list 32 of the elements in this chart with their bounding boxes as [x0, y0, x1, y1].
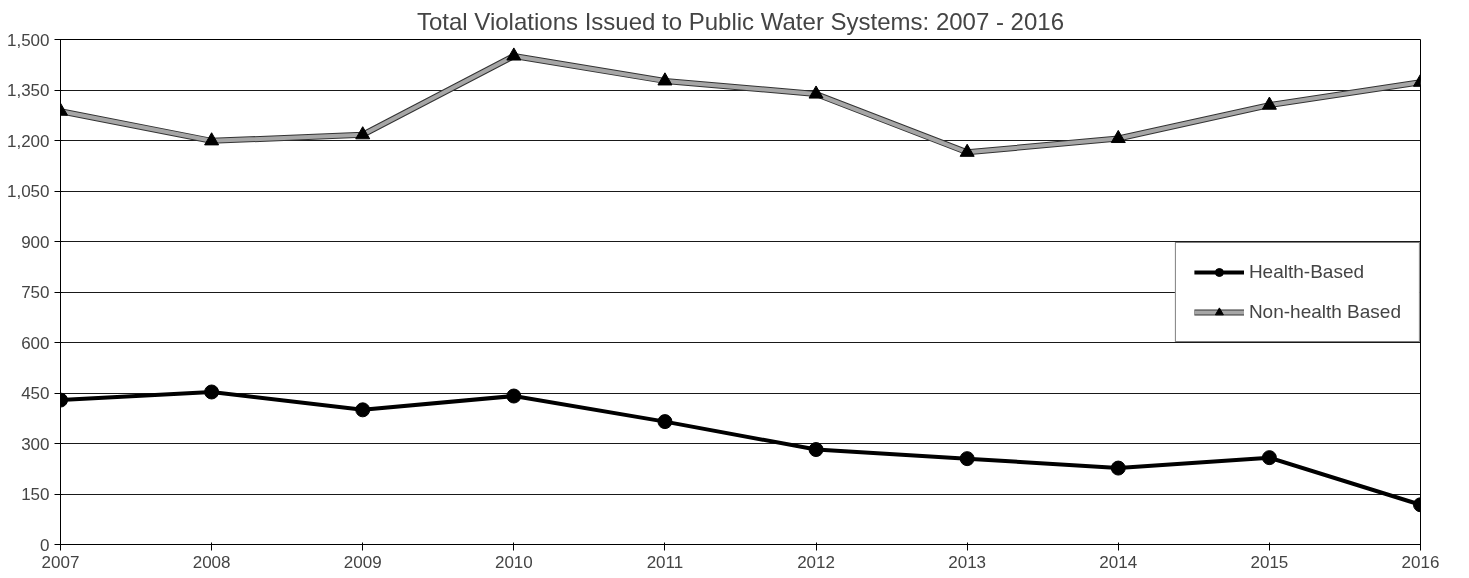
y-tick-label: 450 — [21, 384, 50, 403]
x-tick-label: 2015 — [1250, 552, 1289, 572]
legend-label: Health-Based — [1248, 260, 1365, 283]
y-tick-label: 900 — [21, 232, 50, 252]
y-tick-label: 600 — [21, 333, 50, 353]
x-tick-label: 2011 — [646, 552, 684, 572]
point — [808, 442, 824, 458]
x-tick-label: 2014 — [1099, 552, 1138, 572]
y-tick-label: 300 — [21, 434, 50, 454]
y-tick-label: 0 — [40, 535, 50, 555]
y-tick-label: 1,050 — [6, 182, 50, 201]
point — [959, 451, 975, 467]
y-tick-label: 1,350 — [6, 81, 50, 100]
y-tick-label: 150 — [21, 485, 50, 504]
y-tick-label: 750 — [21, 283, 50, 302]
x-tick-label: 2008 — [192, 552, 231, 572]
y-tick-label: 1,500 — [6, 30, 50, 50]
x-tick-label: 2012 — [797, 552, 835, 572]
chart-title: Total Violations Issued to Public Water Systems: 2007 - 2016 — [417, 7, 1065, 35]
y-tick-label: 1,200 — [6, 131, 50, 151]
point — [1261, 450, 1277, 466]
point — [204, 384, 220, 400]
point — [1110, 460, 1126, 476]
x-tick-label: 2010 — [494, 552, 533, 572]
point — [657, 414, 673, 430]
point — [355, 402, 371, 418]
x-tick-label: 2007 — [41, 552, 80, 572]
x-tick-label: 2016 — [1401, 552, 1440, 572]
x-tick-label: 2013 — [948, 552, 987, 572]
legend-label: Non-health Based — [1248, 300, 1401, 323]
point — [506, 388, 522, 404]
x-tick-label: 2009 — [343, 552, 382, 572]
